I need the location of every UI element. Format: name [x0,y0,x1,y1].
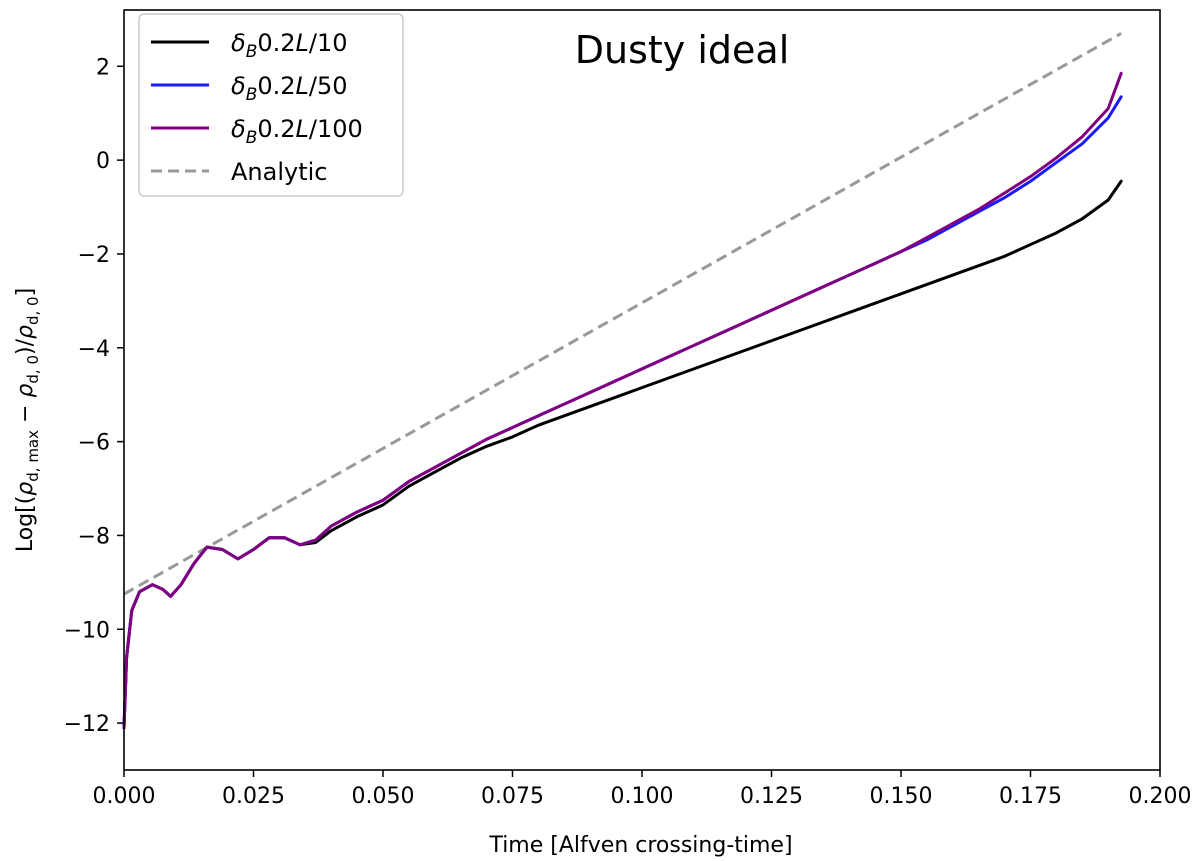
x-axis: 0.000 0.025 0.050 0.075 0.100 0.125 0.150 0.175… [93,770,1192,809]
x-tick-label: 0.200 [1129,784,1192,809]
x-axis-label: Time [Alfven crossing-time] [488,833,792,858]
x-tick-label: 0.075 [481,784,544,809]
legend-label: δB0.2L/100 [231,115,363,148]
x-tick-label: 0.000 [93,784,156,809]
y-tick-label: −12 [64,712,110,737]
y-axis-label: Log[(ρd, max − ρd, 0)/ρd, 0] [13,288,42,552]
plot-lines [122,32,1123,730]
legend-label: δB0.2L/50 [231,72,348,105]
series-line-2 [122,71,1123,730]
legend-label: δB0.2L/10 [231,29,348,62]
legend-box [138,13,404,197]
y-tick-label: 0 [96,149,110,174]
chart-title: Dusty ideal [575,28,790,72]
legend: δB0.2L/10 δB0.2L/50 δB0.2L/100 Analytic [138,13,404,197]
x-tick-label: 0.050 [352,784,415,809]
y-tick-label: −8 [78,524,110,549]
series-line-3 [123,32,1122,596]
legend-label: Analytic [231,158,327,186]
y-tick-label: −6 [78,431,110,456]
x-tick-label: 0.125 [740,784,803,809]
y-tick-label: 2 [96,55,110,80]
x-tick-label: 0.175 [999,784,1062,809]
y-axis: −12 −10 −8 −6 −4 −2 0 2 [64,55,124,737]
x-tick-label: 0.100 [611,784,674,809]
svg-text:Log[(ρd, max − ρd, 0)/ρd, 0]: Log[(ρd, max − ρd, 0)/ρd, 0] [13,288,42,552]
y-tick-label: −2 [78,243,110,268]
y-tick-label: −10 [64,618,110,643]
series-line-0 [122,179,1123,730]
x-tick-label: 0.025 [222,784,285,809]
y-tick-label: −4 [78,337,110,362]
x-tick-label: 0.150 [870,784,933,809]
